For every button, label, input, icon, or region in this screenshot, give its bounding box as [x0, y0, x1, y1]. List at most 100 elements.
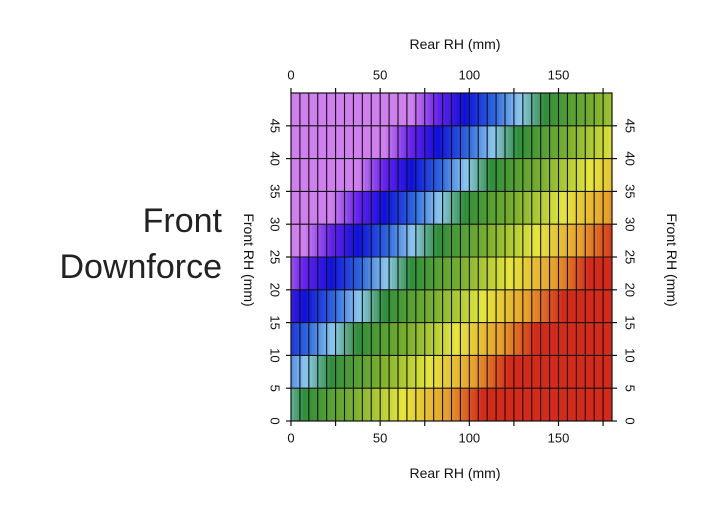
heatmap-cell [472, 158, 476, 192]
heatmap-cell [442, 191, 446, 225]
heatmap-cell [484, 224, 488, 258]
heatmap-cell [561, 257, 565, 291]
heatmap-cell [588, 158, 592, 192]
heatmap-cell [335, 191, 339, 225]
heatmap-cell [600, 289, 604, 323]
heatmap-cell [433, 224, 438, 258]
heatmap-cell [427, 191, 432, 225]
heatmap-cell [460, 388, 464, 422]
heatmap-cell [451, 224, 455, 258]
heatmap-cell [332, 289, 336, 323]
heatmap-cell [386, 257, 390, 291]
heatmap-cell [427, 388, 432, 422]
heatmap-cell [591, 125, 595, 159]
heatmap-cell [460, 93, 464, 127]
heatmap-cell [389, 289, 393, 323]
heatmap-cell [356, 257, 360, 291]
heatmap-cell [472, 93, 476, 127]
heatmap-cell [534, 125, 539, 159]
heatmap-cell [383, 125, 387, 159]
heatmap-cell [386, 191, 390, 225]
x-tick-label-top: 150 [548, 67, 570, 82]
heatmap-cell [564, 322, 568, 356]
heatmap-cell [439, 125, 443, 159]
heatmap-cell [314, 322, 319, 356]
heatmap-cell [445, 355, 449, 389]
heatmap-cell [522, 257, 527, 291]
heatmap-cell [543, 93, 548, 127]
heatmap-cell [442, 125, 446, 159]
heatmap-cell [406, 322, 411, 356]
heatmap-cell [481, 158, 485, 192]
heatmap-cell [424, 257, 429, 291]
heatmap-cell [469, 158, 473, 192]
heatmap-cell [338, 224, 342, 258]
heatmap-cell [472, 125, 476, 159]
heatmap-cell [528, 388, 533, 422]
heatmap-cell [576, 125, 580, 159]
heatmap-cell [496, 93, 500, 127]
heatmap-cell [481, 191, 485, 225]
heatmap-cell [507, 158, 512, 192]
heatmap-cell [591, 93, 595, 127]
heatmap-cell [362, 158, 366, 192]
heatmap-cell [347, 322, 351, 356]
heatmap-cell [499, 224, 503, 258]
heatmap-cell [326, 257, 331, 291]
heatmap-cell [466, 224, 470, 258]
heatmap-cell [293, 257, 298, 291]
heatmap-cell [597, 191, 601, 225]
heatmap-cell [350, 355, 354, 389]
heatmap-cell [323, 125, 328, 159]
heatmap-cell [487, 224, 491, 258]
heatmap-cell [463, 322, 467, 356]
heatmap-cell [409, 289, 414, 323]
y-tick-label-left: 45 [268, 119, 283, 133]
heatmap-cell [374, 388, 378, 422]
heatmap-cell [406, 388, 411, 422]
heatmap-cell [323, 93, 328, 127]
heatmap-cell [395, 191, 399, 225]
heatmap-cell [305, 224, 310, 258]
heatmap-cell [528, 93, 533, 127]
heatmap-cell [496, 224, 500, 258]
heatmap-cell [499, 158, 503, 192]
heatmap-cell [549, 257, 553, 291]
heatmap-cell [368, 125, 372, 159]
heatmap-cell [531, 158, 536, 192]
heatmap-cell [317, 125, 322, 159]
heatmap-cell [609, 257, 613, 291]
heatmap-cell [406, 257, 411, 291]
heatmap-cell [540, 388, 545, 422]
heatmap-cell [329, 322, 334, 356]
heatmap-cell [510, 125, 515, 159]
heatmap-cell [594, 289, 598, 323]
heatmap-cell [302, 355, 307, 389]
heatmap-cell [326, 191, 331, 225]
heatmap-cell [576, 388, 580, 422]
heatmap-cell [371, 125, 375, 159]
heatmap-cell [463, 224, 467, 258]
heatmap-cell [540, 289, 545, 323]
heatmap-cell [603, 191, 607, 225]
heatmap-cell [528, 257, 533, 291]
heatmap-cell [585, 93, 589, 127]
heatmap-cell [558, 125, 562, 159]
heatmap-cell [389, 322, 393, 356]
heatmap-cell [597, 158, 601, 192]
heatmap-cell [293, 388, 298, 422]
heatmap-cell [442, 93, 446, 127]
heatmap-cell [481, 224, 485, 258]
heatmap-cell [335, 289, 339, 323]
heatmap-cell [409, 93, 414, 127]
heatmap-cell [445, 224, 449, 258]
heatmap-cell [398, 355, 402, 389]
heatmap-cell [406, 191, 411, 225]
heatmap-cell [546, 93, 550, 127]
heatmap-cell [392, 93, 396, 127]
heatmap-cell [546, 388, 550, 422]
heatmap-cell [490, 224, 494, 258]
heatmap-cell [421, 224, 426, 258]
heatmap-cell [502, 289, 506, 323]
heatmap-cell [445, 257, 449, 291]
